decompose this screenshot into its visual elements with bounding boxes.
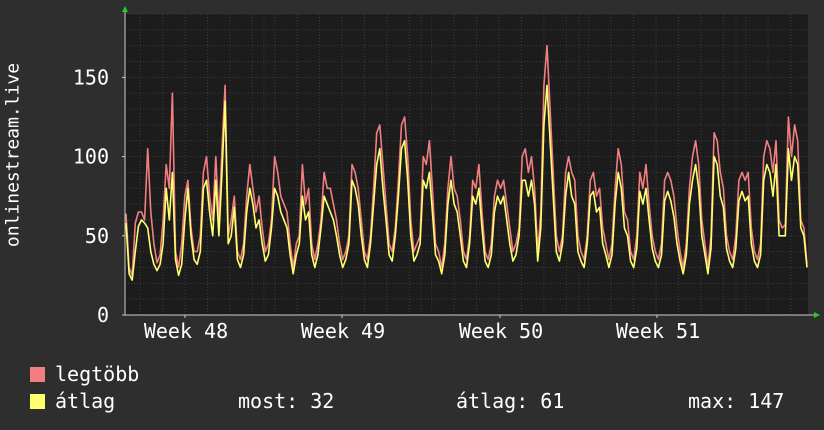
- y-tick-label: 100: [73, 145, 109, 169]
- y-axis-label: onlinestream.live: [2, 62, 24, 248]
- x-tick-label: Week 48: [144, 319, 228, 343]
- x-tick-label: Week 49: [301, 319, 385, 343]
- y-tick-label: 50: [85, 224, 109, 248]
- legend-label-avg: átlag: [55, 389, 116, 413]
- stat-average: átlag: 61: [456, 389, 565, 413]
- legend-swatch-avg: [30, 394, 45, 409]
- stat-maximum: max: 147: [688, 389, 785, 413]
- y-tick-label: 0: [97, 303, 109, 327]
- x-tick-label: Week 50: [459, 319, 543, 343]
- x-axis-arrow: [814, 312, 820, 318]
- legend-entry-avg: átlag: [30, 390, 115, 412]
- stat-current: most: 32: [238, 389, 335, 413]
- y-axis-arrow: [122, 6, 128, 12]
- tick-labels: 0 50 100 150 Week 48 Week 49 Week 50 Week 51: [73, 65, 700, 343]
- legend-swatch-max: [30, 367, 45, 382]
- series-line-avg: [125, 84, 808, 281]
- x-tick-label: Week 51: [616, 319, 700, 343]
- y-tick-label: 150: [73, 65, 109, 89]
- series-layer: [125, 44, 808, 281]
- axes: [122, 6, 820, 318]
- legend-entry-max: legtöbb: [30, 363, 139, 385]
- series-line-max: [125, 44, 808, 277]
- legend-label-max: legtöbb: [55, 362, 140, 386]
